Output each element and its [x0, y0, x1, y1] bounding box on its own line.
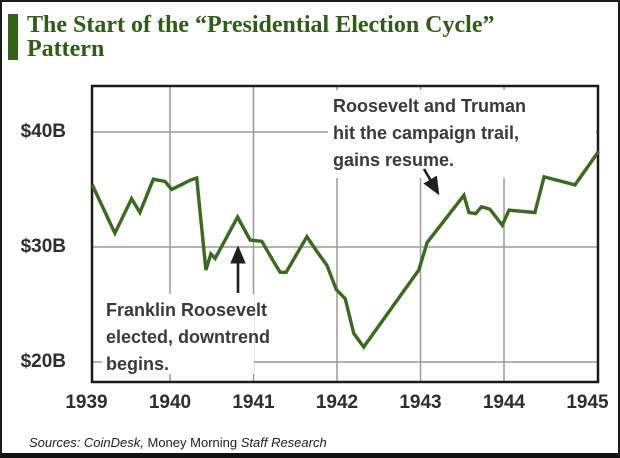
title-accent-bar	[8, 14, 18, 60]
y-tick-30B: $30B	[20, 236, 66, 257]
x-tick-1942: 1942	[315, 392, 359, 413]
x-tick-1941: 1941	[232, 392, 275, 413]
x-tick-1943: 1943	[399, 392, 442, 413]
sources-prefix: Sources: CoinDesk,	[29, 435, 144, 450]
annotation-fdr-elected: Franklin Roosevelt elected, downtrend be…	[106, 300, 271, 374]
sources-suffix: Staff Research	[240, 435, 327, 450]
x-tick-1944: 1944	[482, 392, 526, 413]
x-tick-1940: 1940	[148, 392, 192, 413]
annotation-campaign-trail: Roosevelt and Truman hit the campaign tr…	[333, 96, 527, 170]
x-tick-1945: 1945	[566, 392, 609, 413]
y-tick-20B: $20B	[20, 351, 66, 372]
annotation-backing-bottom	[102, 294, 254, 374]
sources-brand: Money Morning	[143, 435, 241, 450]
annotation-backing-top	[328, 90, 596, 178]
arrow-campaign	[422, 168, 440, 196]
x-tick-1939: 1939	[65, 392, 108, 413]
y-tick-40B: $40B	[20, 121, 66, 142]
data-line	[90, 150, 600, 350]
plot-border	[90, 84, 600, 384]
page-title: The Start of the “Presidential Election …	[27, 12, 495, 62]
sources-credit: Sources: CoinDesk, Money Morning Staff R…	[29, 435, 327, 450]
